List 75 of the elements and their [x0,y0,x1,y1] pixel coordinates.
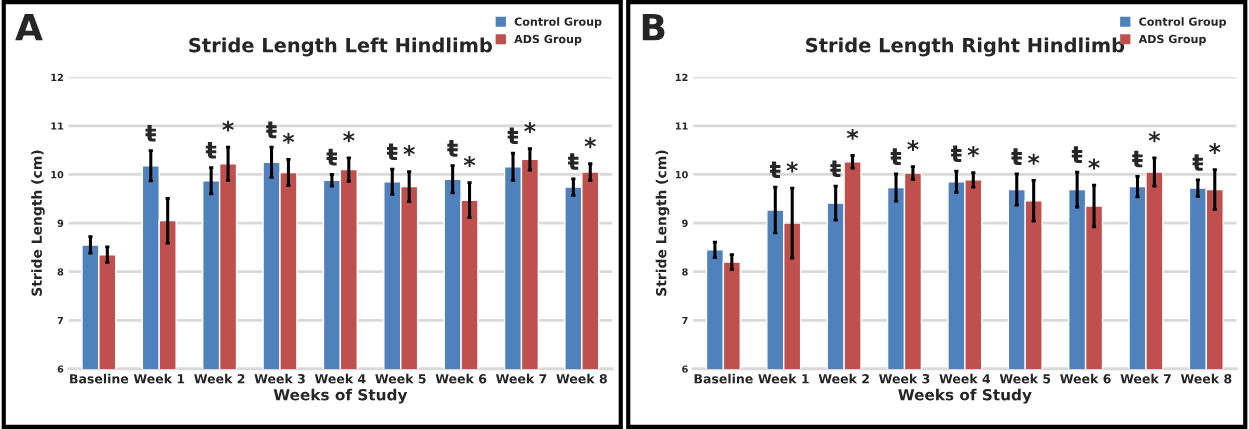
data-label: * [282,132,295,144]
x-axis-title: Weeks of Study [898,388,1032,404]
data-label: * [463,156,476,168]
y-tick-label: 7 [682,316,688,325]
y-tick-label: 6 [57,365,64,373]
legend-label: ADS Group [514,34,582,46]
data-label: ŧ [568,153,579,170]
data-label: * [403,144,415,156]
x-tick-label: Week 8 [556,373,607,384]
data-label: * [786,161,798,173]
x-tick-label: Baseline [694,373,753,384]
y-axis-title: Stride Length (cm) [655,150,670,296]
data-label: ŧ [447,140,458,157]
data-label: ŧ [326,148,338,166]
x-tick-label: Week 8 [1180,373,1232,384]
y-tick-label: 11 [675,122,688,130]
data-label: * [1148,131,1161,143]
legend-label: ADS Group [1138,34,1206,46]
data-label: * [343,131,355,143]
text: A [15,13,43,41]
data-label: * [524,122,536,134]
y-axis-title: Stride Length (cm) [31,150,45,296]
data-label: * [1027,153,1040,165]
x-tick-label: Week 4 [939,373,991,384]
data-label: * [1209,143,1221,154]
data-label: * [967,145,980,157]
data-label: * [1088,158,1100,170]
data-label: ŧ [266,121,277,139]
x-axis-title: Weeks of Study [273,388,408,404]
chart-title: Stride Length Left Hindlimb [189,37,492,57]
data-label: ŧ [205,142,217,159]
data-label: ŧ [507,127,519,144]
x-tick-label: Week 7 [1120,373,1171,384]
data-label: ŧ [145,124,156,142]
x-tick-label: Week 5 [999,373,1051,384]
data-label: ŧ [1132,150,1143,168]
data-label: ŧ [830,160,841,178]
x-tick-label: Week 3 [254,373,305,384]
x-tick-label: Week 6 [435,373,487,384]
y-tick-label: 8 [682,268,688,276]
x-tick-label: Week 2 [818,373,869,384]
chart-title: Stride Length Right Hindlimb [806,37,1125,57]
y-tick-label: 10 [675,170,688,179]
x-tick-label: Week 1 [758,373,809,384]
x-tick-label: Week 1 [133,373,185,384]
y-tick-label: 12 [675,73,688,81]
data-label: * [222,120,234,132]
x-tick-label: Week 5 [375,373,426,384]
legend-label: Control Group [1139,17,1227,28]
y-tick-label: 12 [51,73,63,81]
data-label: ŧ [386,143,398,161]
x-tick-label: Baseline [70,373,129,384]
x-tick-label: Week 6 [1060,373,1111,384]
y-tick-label: 9 [682,219,688,227]
data-label: ŧ [951,145,962,162]
data-label: ŧ [1192,154,1203,171]
data-label: * [907,140,919,152]
x-tick-label: Week 4 [314,373,366,384]
x-tick-label: Week 7 [496,373,547,384]
data-label: * [846,128,859,140]
y-tick-label: 11 [51,122,64,130]
y-tick-label: 7 [57,316,64,325]
y-tick-label: 10 [51,170,64,179]
data-label: ŧ [890,148,902,165]
legend-label: Control Group [514,17,602,28]
data-label: * [584,137,596,149]
data-label: ŧ [769,161,781,179]
x-tick-label: Week 3 [879,373,930,384]
y-tick-label: 6 [682,365,688,373]
y-tick-label: 9 [57,219,64,227]
data-label: ŧ [1071,146,1083,163]
text: B [642,13,665,41]
x-tick-label: Week 2 [194,373,245,384]
y-tick-label: 8 [57,268,64,276]
data-label: ŧ [1011,148,1022,165]
